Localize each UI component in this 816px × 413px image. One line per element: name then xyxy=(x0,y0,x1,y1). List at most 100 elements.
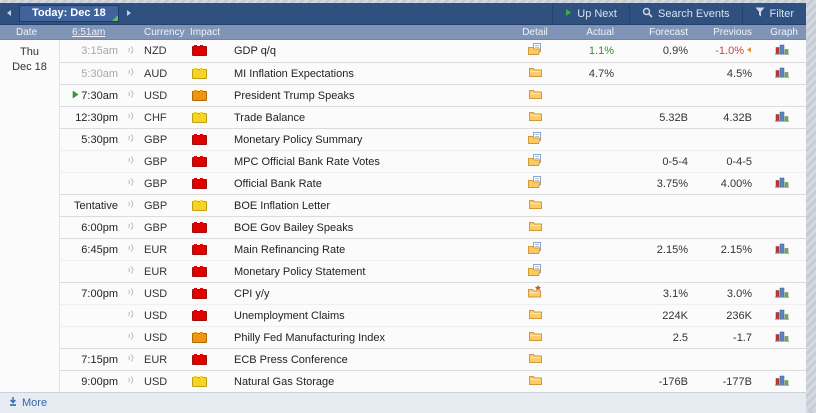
event-alert-toggle[interactable] xyxy=(118,111,142,124)
event-graph-cell[interactable] xyxy=(758,110,806,126)
event-title[interactable]: MPC Official Bank Rate Votes xyxy=(234,155,380,168)
event-alert-toggle[interactable] xyxy=(118,353,142,366)
filter-button[interactable]: Filter xyxy=(741,3,806,24)
event-alert-toggle[interactable] xyxy=(118,155,142,168)
event-alert-toggle[interactable] xyxy=(118,199,142,212)
event-title[interactable]: Trade Balance xyxy=(234,111,306,124)
event-detail-cell[interactable] xyxy=(514,330,556,345)
event-title[interactable]: GDP q/q xyxy=(234,45,276,57)
event-title[interactable]: Philly Fed Manufacturing Index xyxy=(234,331,386,344)
impact-orange-icon xyxy=(192,331,207,343)
event-title[interactable]: Natural Gas Storage xyxy=(234,375,335,388)
event-title[interactable]: BOE Gov Bailey Speaks xyxy=(234,221,354,234)
event-title[interactable]: CPI y/y xyxy=(234,287,270,300)
detail-folder-icon xyxy=(528,330,543,345)
event-alert-toggle[interactable] xyxy=(118,243,142,256)
event-impact-cell xyxy=(190,199,234,211)
graph-icon xyxy=(774,308,790,324)
graph-icon xyxy=(774,176,790,192)
event-detail-cell[interactable] xyxy=(514,88,556,103)
down-arrow-icon xyxy=(8,396,18,410)
detail-folder-icon xyxy=(528,110,543,125)
impact-red-icon xyxy=(192,177,207,189)
event-detail-cell[interactable] xyxy=(514,131,556,148)
event-time: Tentative xyxy=(73,199,118,212)
event-title[interactable]: Monetary Policy Statement xyxy=(234,265,366,278)
event-detail-cell[interactable] xyxy=(514,308,556,323)
event-detail-cell[interactable] xyxy=(514,285,556,302)
event-forecast: 3.1% xyxy=(662,287,688,300)
up-next-button[interactable]: Up Next xyxy=(552,3,629,24)
more-link[interactable]: More xyxy=(8,396,47,410)
event-alert-toggle[interactable] xyxy=(118,133,142,146)
event-impact-cell xyxy=(190,353,234,365)
event-alert-toggle[interactable] xyxy=(118,177,142,190)
impact-yellow-icon xyxy=(192,111,207,123)
event-title[interactable]: BOE Inflation Letter xyxy=(234,199,330,212)
event-currency: USD xyxy=(144,287,168,300)
event-alert-toggle[interactable] xyxy=(118,375,142,388)
event-graph-cell[interactable] xyxy=(758,66,806,82)
event-title[interactable]: Unemployment Claims xyxy=(234,309,345,322)
previous-day-button[interactable] xyxy=(0,5,18,22)
up-next-label: Up Next xyxy=(577,7,617,20)
event-detail-cell[interactable] xyxy=(514,374,556,389)
event-graph-cell[interactable] xyxy=(758,330,806,346)
detail-folder-open-icon xyxy=(527,131,543,148)
event-detail-cell[interactable] xyxy=(514,153,556,170)
event-detail-cell[interactable] xyxy=(514,241,556,258)
sound-alert-icon xyxy=(126,45,135,58)
column-date: Date xyxy=(16,26,38,38)
event-alert-toggle[interactable] xyxy=(118,265,142,278)
event-graph-cell[interactable] xyxy=(758,308,806,324)
event-title[interactable]: President Trump Speaks xyxy=(234,89,355,102)
event-detail-cell[interactable] xyxy=(514,263,556,280)
event-graph-cell[interactable] xyxy=(758,242,806,258)
event-title[interactable]: Main Refinancing Rate xyxy=(234,243,346,256)
event-currency: GBP xyxy=(144,221,168,234)
event-time: 6:45pm xyxy=(81,243,118,256)
event-graph-cell[interactable] xyxy=(758,286,806,302)
next-day-button[interactable] xyxy=(120,5,138,22)
event-detail-cell[interactable] xyxy=(514,43,556,59)
today-button[interactable]: Today: Dec 18 xyxy=(19,5,119,22)
impact-red-icon xyxy=(192,133,207,145)
up-next-marker-icon xyxy=(72,90,79,102)
event-detail-cell[interactable] xyxy=(514,198,556,213)
event-forecast: 2.15% xyxy=(656,243,688,256)
event-graph-cell[interactable] xyxy=(758,43,806,59)
event-graph-cell[interactable] xyxy=(758,176,806,192)
event-title[interactable]: Official Bank Rate xyxy=(234,177,322,190)
event-title[interactable]: ECB Press Conference xyxy=(234,353,348,366)
event-alert-toggle[interactable] xyxy=(118,67,142,80)
event-row: 7:30am USD President Trump Speaks xyxy=(60,84,806,106)
date-cell: Thu Dec 18 xyxy=(0,40,60,392)
event-time: 9:00pm xyxy=(81,375,118,388)
event-currency: USD xyxy=(144,375,168,388)
event-alert-toggle[interactable] xyxy=(118,89,142,102)
calendar-footer: More xyxy=(0,392,806,413)
current-time-link[interactable]: 6:51am xyxy=(72,26,106,38)
event-alert-toggle[interactable] xyxy=(118,331,142,344)
event-alert-toggle[interactable] xyxy=(118,45,142,58)
detail-folder-open-icon xyxy=(527,241,543,258)
event-detail-cell[interactable] xyxy=(514,110,556,125)
event-graph-cell[interactable] xyxy=(758,374,806,390)
sound-alert-icon xyxy=(126,111,135,124)
event-time: 6:00pm xyxy=(81,221,118,234)
graph-icon xyxy=(774,374,790,390)
event-alert-toggle[interactable] xyxy=(118,309,142,322)
impact-yellow-icon xyxy=(192,375,207,387)
detail-folder-icon xyxy=(528,66,543,81)
event-detail-cell[interactable] xyxy=(514,352,556,367)
event-title[interactable]: Monetary Policy Summary xyxy=(234,133,363,146)
event-previous: 3.0% xyxy=(726,287,752,300)
event-alert-toggle[interactable] xyxy=(118,221,142,234)
event-alert-toggle[interactable] xyxy=(118,287,142,300)
event-detail-cell[interactable] xyxy=(514,66,556,81)
date-weekday: Thu xyxy=(20,46,39,58)
search-events-button[interactable]: Search Events xyxy=(629,3,742,24)
event-detail-cell[interactable] xyxy=(514,220,556,235)
event-detail-cell[interactable] xyxy=(514,175,556,192)
event-title[interactable]: MI Inflation Expectations xyxy=(234,67,354,80)
